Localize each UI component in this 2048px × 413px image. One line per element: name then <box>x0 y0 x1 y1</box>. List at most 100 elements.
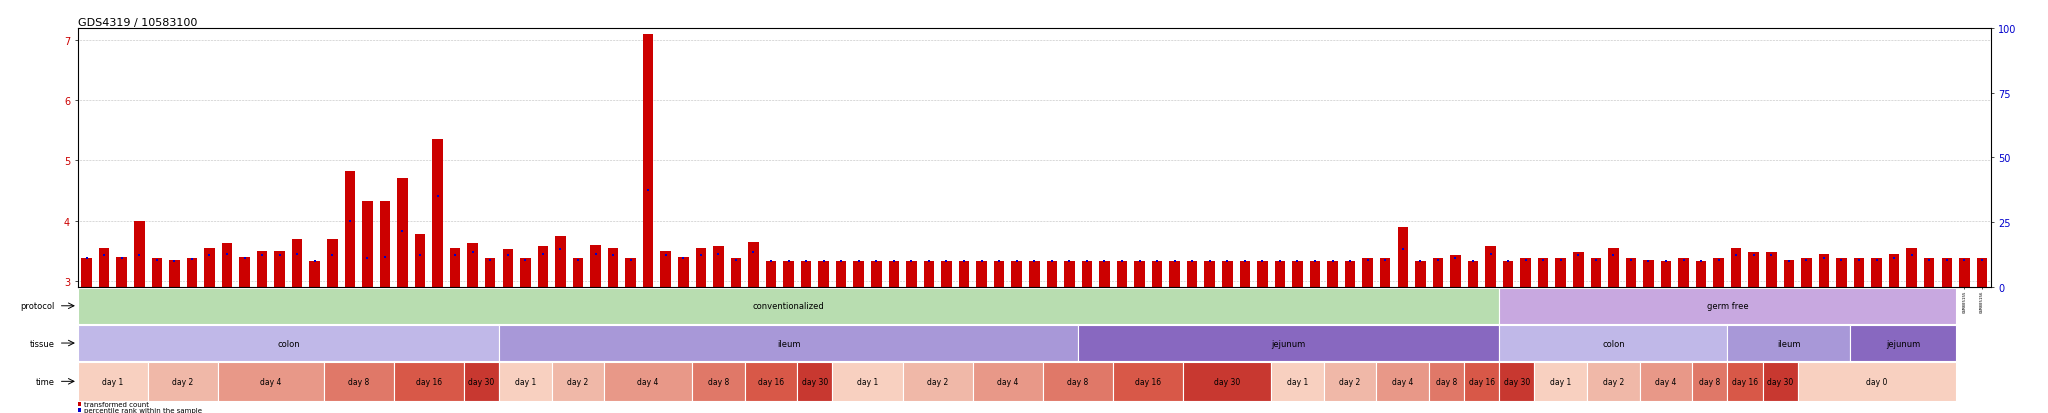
Bar <box>713 246 723 287</box>
Bar <box>1726 325 1849 361</box>
Bar <box>942 262 952 287</box>
Bar <box>393 362 465 401</box>
Bar <box>1376 362 1430 401</box>
Bar <box>1765 252 1776 287</box>
Bar <box>696 248 707 287</box>
Bar <box>344 172 354 287</box>
Bar <box>1464 362 1499 401</box>
Bar <box>500 362 551 401</box>
Bar <box>451 248 461 287</box>
Bar <box>1907 248 1917 287</box>
Bar <box>1380 258 1391 287</box>
Bar <box>1837 258 1847 287</box>
Bar <box>502 250 514 287</box>
Bar <box>1184 362 1272 401</box>
Bar <box>133 221 145 287</box>
Text: day 2: day 2 <box>1339 377 1360 386</box>
Bar <box>870 262 881 287</box>
Text: day 2: day 2 <box>928 377 948 386</box>
Bar <box>1257 262 1268 287</box>
Bar <box>147 362 219 401</box>
Bar <box>1323 362 1376 401</box>
Bar <box>1274 262 1286 287</box>
Bar <box>1661 262 1671 287</box>
Text: day 4: day 4 <box>1655 377 1677 386</box>
Text: day 2: day 2 <box>567 377 588 386</box>
Text: day 30: day 30 <box>1503 377 1530 386</box>
Bar <box>608 248 618 287</box>
Bar <box>1485 246 1495 287</box>
Text: germ free: germ free <box>1706 301 1749 311</box>
Bar <box>1503 262 1513 287</box>
Bar <box>551 362 604 401</box>
Bar <box>1135 262 1145 287</box>
Bar <box>1077 325 1499 361</box>
Bar <box>748 242 758 287</box>
Bar <box>797 362 831 401</box>
Bar <box>1012 262 1022 287</box>
Bar <box>977 262 987 287</box>
Bar <box>836 262 846 287</box>
Text: day 30: day 30 <box>801 377 827 386</box>
Text: day 2: day 2 <box>1604 377 1624 386</box>
Bar <box>692 362 745 401</box>
Bar <box>98 248 109 287</box>
Text: day 1: day 1 <box>1550 377 1571 386</box>
Bar <box>903 362 973 401</box>
Bar <box>186 258 197 287</box>
Text: day 4: day 4 <box>997 377 1018 386</box>
Bar <box>1499 362 1534 401</box>
Bar <box>1587 362 1640 401</box>
Text: percentile rank within the sample: percentile rank within the sample <box>84 407 203 413</box>
Text: tissue: tissue <box>31 339 55 348</box>
Bar <box>256 251 268 287</box>
Bar <box>1640 362 1692 401</box>
Bar <box>1327 262 1337 287</box>
Bar <box>1100 262 1110 287</box>
Text: day 4: day 4 <box>1393 377 1413 386</box>
Bar <box>1292 262 1303 287</box>
Bar <box>1346 262 1356 287</box>
Bar <box>766 262 776 287</box>
Text: day 30: day 30 <box>469 377 494 386</box>
Text: day 16: day 16 <box>1468 377 1495 386</box>
Text: day 4: day 4 <box>637 377 659 386</box>
Text: jejunum: jejunum <box>1272 339 1307 348</box>
Text: day 1: day 1 <box>1286 377 1309 386</box>
Bar <box>1042 362 1114 401</box>
Text: protocol: protocol <box>20 301 55 311</box>
Bar <box>328 239 338 287</box>
Bar <box>604 362 692 401</box>
Text: day 1: day 1 <box>514 377 537 386</box>
Bar <box>659 251 672 287</box>
Bar <box>801 262 811 287</box>
Bar <box>1272 362 1323 401</box>
Text: day 30: day 30 <box>1214 377 1241 386</box>
Bar <box>219 362 324 401</box>
Bar <box>117 257 127 287</box>
Bar <box>293 239 303 287</box>
Text: day 0: day 0 <box>1866 377 1888 386</box>
Bar <box>1450 256 1460 287</box>
Bar <box>520 258 530 287</box>
Bar <box>1065 262 1075 287</box>
Bar <box>152 258 162 287</box>
Text: ileum: ileum <box>776 339 801 348</box>
Text: colon: colon <box>1602 339 1624 348</box>
Bar <box>993 262 1004 287</box>
Bar <box>1692 362 1726 401</box>
Bar <box>731 258 741 287</box>
Bar <box>324 362 393 401</box>
Text: time: time <box>37 377 55 386</box>
Bar <box>465 362 500 401</box>
Text: jejunum: jejunum <box>1886 339 1921 348</box>
Text: day 16: day 16 <box>758 377 784 386</box>
Bar <box>1853 258 1864 287</box>
Bar <box>1169 262 1180 287</box>
Bar <box>1116 262 1126 287</box>
Bar <box>1726 362 1763 401</box>
Bar <box>1731 248 1741 287</box>
Text: day 8: day 8 <box>1067 377 1090 386</box>
Bar <box>782 262 795 287</box>
Text: day 16: day 16 <box>416 377 442 386</box>
